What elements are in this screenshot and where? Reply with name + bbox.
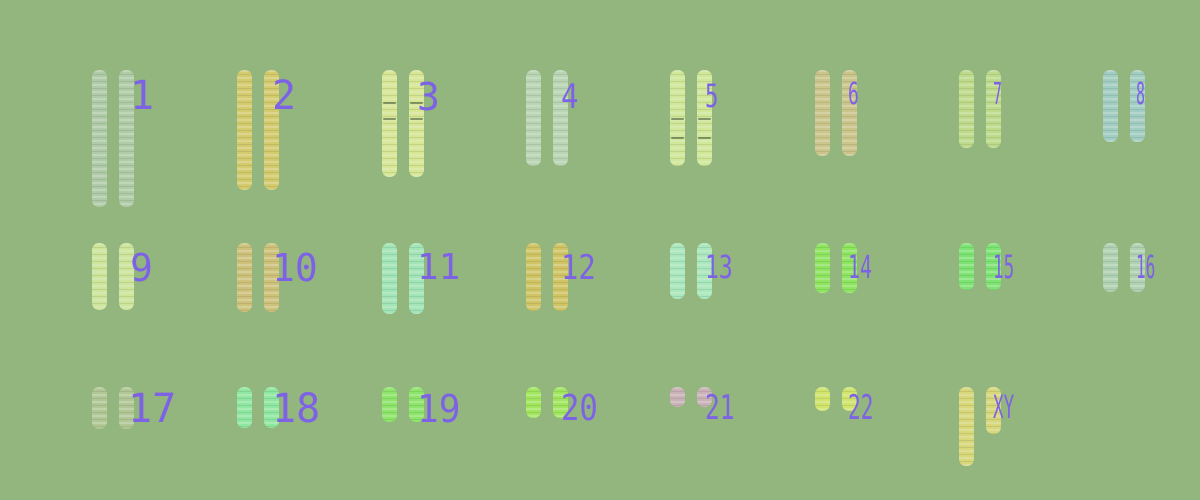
chromosome-17-a xyxy=(92,387,107,429)
chromosome-13-a xyxy=(670,243,685,299)
chromosome-12-a xyxy=(526,243,541,311)
chromosome-11-a xyxy=(382,243,397,314)
chromosome-20-b xyxy=(553,387,568,418)
chromosome-10-a xyxy=(237,243,252,312)
chromosome-21-b xyxy=(697,387,712,407)
chromosome-label: 20 xyxy=(561,388,598,429)
chromosome-label: 22 xyxy=(848,388,874,428)
chromosome-band xyxy=(698,137,711,139)
chromosome-14-b xyxy=(842,243,857,293)
chromosome-label: 10 xyxy=(272,246,318,290)
chromosome-17-b xyxy=(119,387,134,429)
chromosome-label: 12 xyxy=(561,248,596,288)
chromosome-6-a xyxy=(815,70,830,156)
chromosome-band xyxy=(410,118,423,120)
chromosome-label: 15 xyxy=(993,248,1015,286)
chromosome-6-b xyxy=(842,70,857,156)
chromosome-label: 18 xyxy=(272,386,321,432)
chromosome-7-b xyxy=(986,70,1001,148)
chromosome-22-a xyxy=(815,387,830,411)
chromosome-band xyxy=(383,102,396,104)
chromosome-11-b xyxy=(409,243,424,314)
chromosome-3-a xyxy=(382,70,397,177)
chromosome-15-b xyxy=(986,243,1001,290)
chromosome-band xyxy=(698,118,711,120)
chromosome-5-b xyxy=(697,70,712,166)
chromosome-22-b xyxy=(842,387,857,411)
chromosome-label: XY xyxy=(993,388,1015,426)
chromosome-label: 17 xyxy=(128,386,177,432)
chromosome-21-a xyxy=(670,387,685,407)
chromosome-19-a xyxy=(382,387,397,422)
chromosome-label: 14 xyxy=(848,248,872,286)
chromosome-4-a xyxy=(526,70,541,166)
chromosome-16-a xyxy=(1103,243,1118,292)
chromosome-8-b xyxy=(1130,70,1145,142)
chromosome-9-a xyxy=(92,243,107,310)
chromosome-label: 9 xyxy=(130,246,153,290)
chromosome-18-a xyxy=(237,387,252,428)
chromosome-label: 5 xyxy=(705,77,719,115)
chromosome-xy-a xyxy=(959,387,974,466)
chromosome-band xyxy=(383,118,396,120)
chromosome-1-a xyxy=(92,70,107,207)
chromosome-16-b xyxy=(1130,243,1145,292)
chromosome-2-a xyxy=(237,70,252,190)
chromosome-label: 16 xyxy=(1136,248,1156,286)
chromosome-8-a xyxy=(1103,70,1118,142)
chromosome-label: 6 xyxy=(848,77,859,112)
chromosome-label: 13 xyxy=(705,248,733,286)
chromosome-10-b xyxy=(264,243,279,312)
chromosome-7-a xyxy=(959,70,974,148)
chromosome-13-b xyxy=(697,243,712,299)
chromosome-band xyxy=(410,102,423,104)
chromosome-12-b xyxy=(553,243,568,311)
chromosome-20-a xyxy=(526,387,541,418)
chromosome-19-b xyxy=(409,387,424,422)
chromosome-label: 19 xyxy=(417,387,461,431)
chromosome-xy-b xyxy=(986,387,1001,434)
chromosome-15-a xyxy=(959,243,974,290)
chromosome-band xyxy=(671,118,684,120)
chromosome-18-b xyxy=(264,387,279,428)
chromosome-label: 3 xyxy=(417,75,440,119)
chromosome-9-b xyxy=(119,243,134,310)
chromosome-label: 1 xyxy=(130,73,155,119)
chromosome-14-a xyxy=(815,243,830,293)
chromosome-label: 21 xyxy=(705,388,735,428)
chromosome-1-b xyxy=(119,70,134,207)
chromosome-2-b xyxy=(264,70,279,190)
chromosome-label: 8 xyxy=(1136,77,1146,112)
chromosome-5-a xyxy=(670,70,685,166)
chromosome-label: 7 xyxy=(993,77,1003,112)
chromosome-label: 2 xyxy=(272,73,297,119)
chromosome-4-b xyxy=(553,70,568,166)
chromosome-label: 11 xyxy=(417,247,461,288)
chromosome-3-b xyxy=(409,70,424,177)
chromosome-label: 4 xyxy=(561,77,579,117)
chromosome-band xyxy=(671,137,684,139)
